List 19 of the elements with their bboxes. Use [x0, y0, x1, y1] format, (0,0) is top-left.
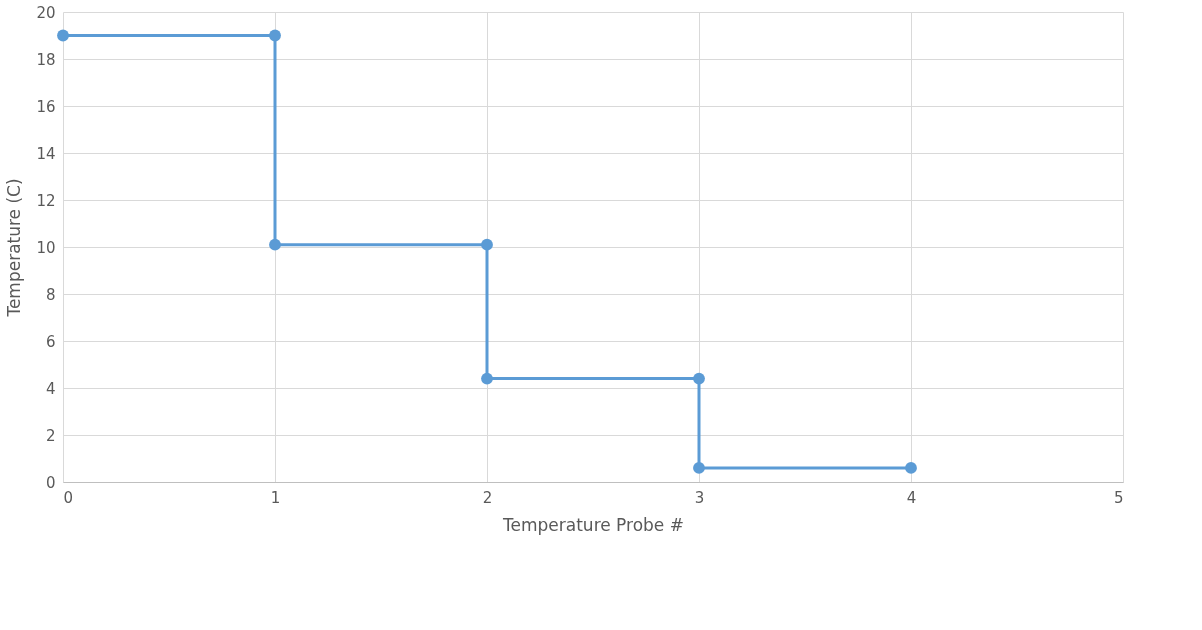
y-tick-label: 12: [36, 191, 56, 210]
y-tick-label: 16: [36, 97, 56, 116]
y-axis-title: Temperature (C): [4, 178, 25, 318]
y-tick-label: 6: [45, 332, 56, 351]
x-tick-label: 2: [482, 488, 493, 507]
x-tick-label: 1: [270, 488, 281, 507]
x-tick-label: 5: [1113, 488, 1124, 507]
y-tick-label: 2: [45, 426, 56, 445]
x-axis-title: Temperature Probe #: [502, 514, 684, 535]
y-tick-label: 8: [45, 285, 56, 304]
y-tick-label: 18: [36, 50, 56, 69]
x-tick-label: 0: [63, 488, 74, 507]
x-tick-label: 4: [906, 488, 917, 507]
y-tick-label: 10: [36, 238, 56, 257]
y-tick-label: 4: [45, 379, 56, 398]
y-tick-label: 0: [45, 473, 56, 492]
x-tick-label: 3: [694, 488, 705, 507]
y-tick-label: 14: [36, 144, 56, 163]
y-tick-label: 20: [36, 3, 56, 22]
